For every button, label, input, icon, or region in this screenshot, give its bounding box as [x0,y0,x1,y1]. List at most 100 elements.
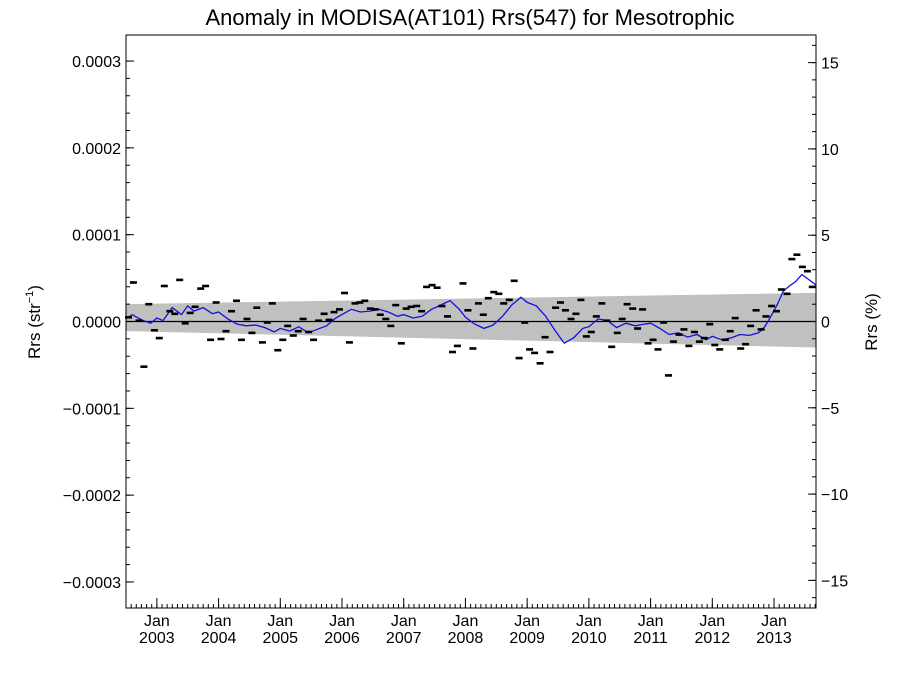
data-point [737,347,745,350]
data-point [515,356,523,360]
data-point [330,310,338,314]
data-point [176,278,184,282]
data-point [361,299,369,303]
data-point [700,336,708,340]
right-tick-label: 0 [821,315,830,332]
data-point [762,315,770,318]
data-point [582,335,590,338]
data-point [546,350,554,354]
data-point [228,309,235,313]
data-point [747,324,755,328]
data-point [413,304,421,308]
x-tick-year: 2013 [756,630,792,647]
x-tick-month: Jan [699,613,725,630]
data-point [598,302,606,305]
x-tick-month: Jan [329,613,355,630]
data-point [777,288,785,291]
x-tick-month: Jan [638,613,664,630]
data-point [263,321,271,324]
left-tick-label: 0.0002 [72,141,121,158]
x-tick-year: 2006 [324,630,360,647]
x-tick-month: Jan [391,613,417,630]
data-point [793,253,801,256]
data-point [783,292,791,296]
data-point [217,337,225,341]
data-point [649,338,657,342]
data-point [366,307,374,310]
data-point [464,309,472,312]
right-tick-label: 5 [821,228,830,245]
data-point [505,298,513,302]
data-point [669,340,677,343]
data-point [237,338,245,342]
x-tick-year: 2008 [448,630,484,647]
data-point [197,287,205,290]
data-point [233,299,240,303]
data-point [757,328,765,331]
data-point [768,304,776,308]
data-point [510,279,518,283]
data-point [557,301,564,304]
data-point [376,313,384,316]
data-point [336,308,343,311]
left-tick-label: 0.0003 [72,54,121,71]
data-point [387,324,395,328]
data-point [665,374,672,377]
data-point [268,302,276,305]
data-point [397,342,405,345]
data-point [567,317,575,321]
smoothed-anomaly-line [125,273,817,345]
data-point [253,306,261,309]
x-tick-month: Jan [514,613,540,630]
data-point [140,365,148,368]
x-tick-month: Jan [206,613,232,630]
data-point [160,284,168,288]
left-tick-label: −0.0002 [63,488,121,505]
data-point [279,338,287,342]
data-point [721,338,729,342]
data-point [603,319,611,322]
data-point [207,338,215,342]
uncertainty-band-layer [126,292,816,348]
data-point [500,302,508,305]
x-axis-ticks: Jan2003Jan2004Jan2005Jan2006Jan2007Jan20… [130,598,816,647]
data-point [592,315,600,318]
chart-title: Anomaly in MODISA(AT101) Rrs(547) for Me… [206,5,735,30]
data-point [402,307,410,310]
data-point [587,330,595,334]
data-point [294,329,302,333]
left-axis-ticks: 0.0003 0.0002 0.0001 0.0000 −0.0001 −0.0002 −0… [63,54,134,592]
x-tick-year: 2010 [571,630,607,647]
data-point [469,347,477,350]
data-point [284,324,292,328]
data-point [145,302,153,306]
data-point [345,341,353,344]
data-point [125,316,132,319]
data-point [685,344,693,348]
data-point [726,329,734,333]
x-tick-year: 2012 [695,630,731,647]
data-point [428,283,436,287]
x-tick-month: Jan [144,613,170,630]
data-point [803,269,811,273]
x-tick-month: Jan [267,613,293,630]
data-point [418,309,426,313]
data-point [711,343,719,347]
x-tick-month: Jan [576,613,602,630]
left-axis-label: Rrs (str−1) [24,285,44,359]
data-point [660,321,668,324]
x-tick-year: 2005 [262,630,298,647]
x-tick-month: Jan [453,613,479,630]
data-point [577,298,585,302]
data-point [191,305,199,309]
data-point [171,312,179,316]
data-point [202,284,210,288]
data-point [629,307,637,310]
data-point [695,340,703,343]
data-point [320,312,328,316]
data-point [258,341,266,344]
data-point [531,351,539,355]
data-point [773,309,780,313]
data-point [690,330,698,334]
data-point [752,309,760,312]
